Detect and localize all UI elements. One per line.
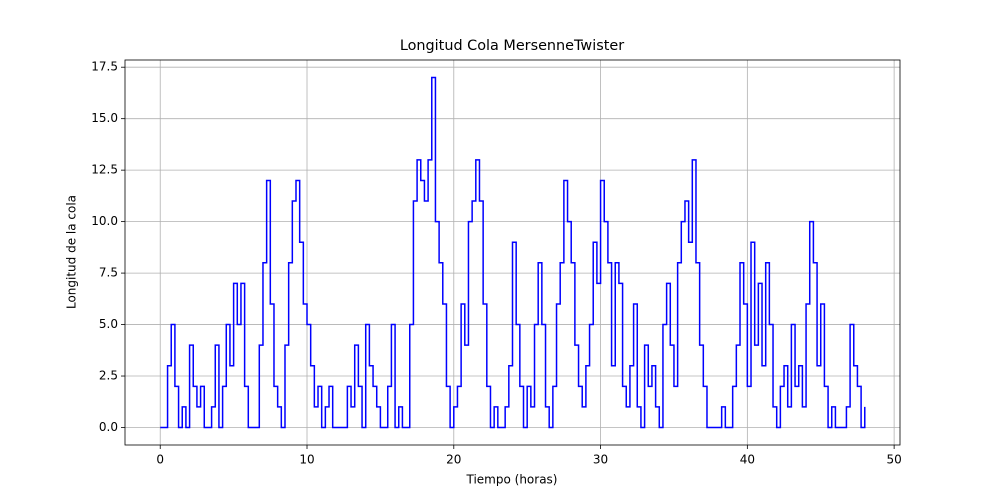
y-tick-label: 7.5 <box>99 266 118 280</box>
y-tick-label: 17.5 <box>91 60 118 74</box>
y-tick-label: 0.0 <box>99 420 118 434</box>
y-tick-label: 15.0 <box>91 111 118 125</box>
x-tick-label: 40 <box>740 453 755 467</box>
x-tick-label: 50 <box>886 453 901 467</box>
x-tick-label: 0 <box>156 453 164 467</box>
y-tick-label: 12.5 <box>91 163 118 177</box>
x-tick-label: 10 <box>299 453 314 467</box>
plot-frame <box>124 59 901 446</box>
x-tick-label: 30 <box>593 453 608 467</box>
y-tick-label: 5.0 <box>99 317 118 331</box>
data-line <box>160 76 866 429</box>
x-tick-label: 20 <box>446 453 461 467</box>
chart-title: Longitud Cola MersenneTwister <box>400 38 624 54</box>
y-tick-label: 2.5 <box>99 369 118 383</box>
y-axis-label: Longitud de la cola <box>65 195 79 309</box>
y-tick-label: 10.0 <box>91 214 118 228</box>
x-axis-label: Tiempo (horas) <box>466 473 558 487</box>
